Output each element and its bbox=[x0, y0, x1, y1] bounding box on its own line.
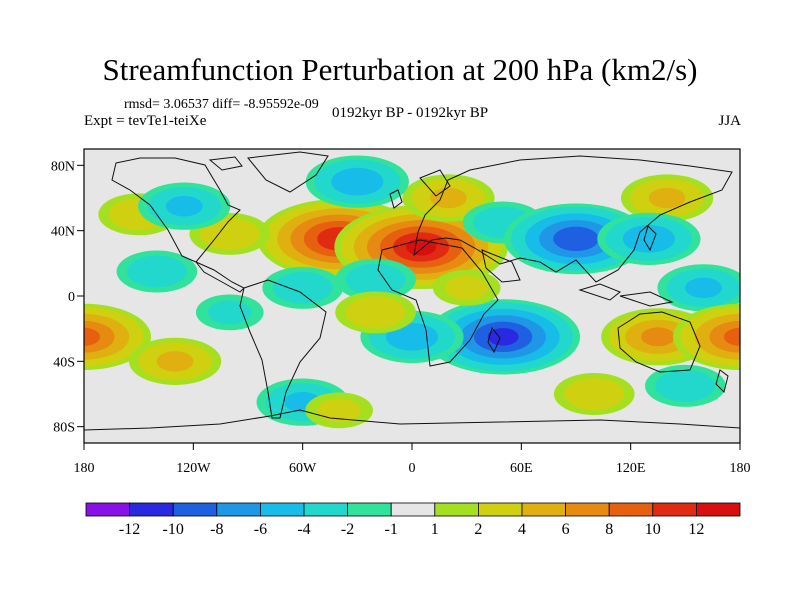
x-tick-label: 180 bbox=[730, 461, 751, 476]
anomaly-contour-23 bbox=[156, 351, 194, 372]
anomaly-contour-15 bbox=[487, 328, 519, 346]
colorbar-swatch bbox=[521, 502, 566, 517]
anomaly-contour-9 bbox=[553, 226, 599, 252]
anomaly-contour-22 bbox=[84, 327, 101, 346]
anomaly-contour-14 bbox=[272, 271, 333, 304]
colorbar-swatch bbox=[129, 502, 174, 517]
colorbar-label: 2 bbox=[474, 521, 482, 538]
y-tick-label: 40N bbox=[51, 225, 75, 240]
anomaly-contour-6 bbox=[165, 195, 203, 217]
y-tick-label: 80S bbox=[53, 421, 75, 436]
colorbar-label: -4 bbox=[297, 521, 310, 538]
x-tick-label: 180 bbox=[74, 461, 95, 476]
anomaly-contour-24 bbox=[564, 378, 625, 410]
colorbar-label: -12 bbox=[119, 521, 140, 538]
colorbar-label: 12 bbox=[688, 521, 704, 538]
colorbar-swatch bbox=[477, 502, 523, 517]
anomaly-contour-17 bbox=[208, 300, 252, 325]
anomaly-contour-19 bbox=[655, 369, 716, 402]
colorbar-swatch bbox=[172, 502, 218, 517]
colorbar-swatch bbox=[85, 502, 130, 517]
colorbar-label: 10 bbox=[645, 521, 661, 538]
anomaly-contour-21 bbox=[723, 327, 740, 346]
anomaly-contour-25 bbox=[345, 296, 406, 329]
colorbar-swatch bbox=[347, 502, 392, 517]
anomaly-field bbox=[84, 155, 740, 429]
x-tick-label: 0 bbox=[409, 461, 416, 476]
rmsd-stats: rmsd= 3.06537 diff= -8.95592e-09 bbox=[124, 97, 319, 112]
colorbar-label: -1 bbox=[385, 521, 398, 538]
y-axis: 80N 40N 0 40S 80S bbox=[51, 159, 84, 436]
colorbar-swatch bbox=[390, 502, 436, 517]
anomaly-contour-20 bbox=[641, 327, 675, 347]
colorbar-label: -6 bbox=[254, 521, 267, 538]
colorbar-swatch bbox=[303, 502, 348, 517]
anomaly-contour-16 bbox=[385, 322, 439, 351]
y-tick-label: 40S bbox=[53, 355, 75, 370]
anomaly-contour-11 bbox=[345, 263, 406, 296]
coastlines bbox=[84, 151, 740, 431]
anomaly-contour-3 bbox=[199, 217, 260, 250]
colorbar-swatch bbox=[434, 502, 479, 517]
colorbar-swatch bbox=[565, 502, 610, 517]
colorbar-swatch bbox=[652, 502, 697, 517]
x-tick-label: 60E bbox=[510, 461, 533, 476]
x-tick-label: 120W bbox=[176, 461, 211, 476]
anomaly-contour-2 bbox=[430, 187, 467, 209]
colorbar-label: 1 bbox=[431, 521, 439, 538]
colorbar-label: 6 bbox=[562, 521, 570, 538]
anomaly-contour-7 bbox=[331, 167, 384, 196]
anomaly-contour-27 bbox=[317, 398, 361, 423]
anomaly-contour-12 bbox=[685, 277, 722, 299]
colorbar: -12 -10 -8 -6 -4 -2 -1 1 2 4 6 8 10 12 bbox=[85, 502, 741, 538]
colorbar-label: -10 bbox=[163, 521, 184, 538]
anomaly-contour-1 bbox=[406, 238, 437, 256]
colorbar-label: -8 bbox=[210, 521, 223, 538]
chart-title: Streamfunction Perturbation at 200 hPa (… bbox=[102, 52, 698, 87]
x-axis: 180 120W 60W 0 60E 120E 180 bbox=[74, 443, 751, 476]
anomaly-contour-5 bbox=[648, 187, 686, 209]
period-label: 0192kyr BP - 0192kyr BP bbox=[331, 105, 489, 121]
colorbar-label: 4 bbox=[518, 521, 526, 538]
colorbar-swatch bbox=[216, 502, 261, 517]
x-tick-label: 60W bbox=[289, 461, 317, 476]
x-tick-label: 120E bbox=[616, 461, 646, 476]
colorbar-swatch bbox=[259, 502, 305, 517]
y-tick-label: 80N bbox=[51, 159, 75, 174]
anomaly-contour-26 bbox=[444, 275, 489, 300]
colorbar-swatch bbox=[608, 502, 654, 517]
y-tick-label: 0 bbox=[68, 290, 75, 305]
colorbar-label: 8 bbox=[605, 521, 613, 538]
colorbar-swatch bbox=[696, 502, 741, 517]
anomaly-contour-13 bbox=[126, 255, 187, 288]
experiment-label: Expt = tevTe1-teiXe bbox=[84, 113, 207, 129]
season-label: JJA bbox=[718, 113, 741, 129]
colorbar-label: -2 bbox=[341, 521, 354, 538]
